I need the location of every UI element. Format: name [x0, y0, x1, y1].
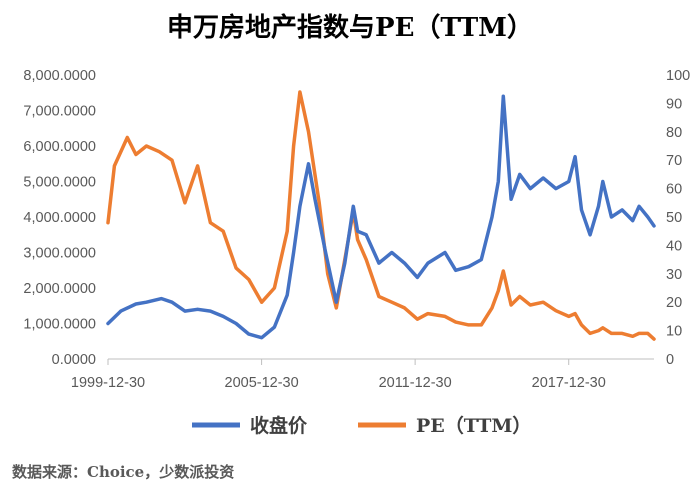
y-right-tick-label: 70 — [666, 153, 682, 169]
x-tick-label: 1999-12-30 — [71, 375, 145, 391]
y-left-tick-label: 6,000.0000 — [23, 139, 96, 155]
legend: 收盘价 PE（TTM） — [192, 414, 531, 437]
y-left-tick-label: 1,000.0000 — [23, 317, 96, 333]
plot-area — [106, 90, 656, 341]
chart-title: 申万房地产指数与PE（TTM） — [167, 13, 533, 43]
y-left-tick-label: 0.0000 — [52, 352, 96, 368]
y-left-tick-label: 3,000.0000 — [23, 246, 96, 262]
y-right-tick-label: 90 — [666, 96, 682, 112]
data-source: 数据来源：Choice，少数派投资 — [12, 463, 234, 481]
y-left-tick-label: 4,000.0000 — [23, 210, 96, 226]
y-right-tick-label: 10 — [666, 324, 682, 340]
x-tick-label: 2011-12-30 — [379, 375, 452, 391]
y-right-tick-label: 50 — [666, 210, 682, 226]
x-tick-label: 2005-12-30 — [225, 375, 299, 391]
series-line-close-price — [106, 94, 656, 340]
legend-label: PE（TTM） — [416, 414, 531, 437]
y-right-tick-label: 60 — [666, 182, 682, 198]
x-tick-label: 2017-12-30 — [532, 375, 606, 391]
y-right-tick-label: 30 — [666, 267, 682, 283]
y-right-tick-label: 100 — [666, 68, 690, 84]
y-right-tick-label: 80 — [666, 125, 682, 141]
axes: 0.0000 1,000.0000 2,000.0000 3,000.0000 4,00… — [23, 68, 690, 391]
series-line-pe-ttm — [106, 90, 656, 341]
legend-label: 收盘价 — [250, 414, 308, 437]
y-left-tick-label: 2,000.0000 — [23, 281, 96, 297]
y-left-tick-label: 7,000.0000 — [23, 104, 96, 120]
y-right-tick-label: 0 — [666, 352, 674, 368]
y-right-tick-label: 40 — [666, 238, 682, 254]
y-right-tick-label: 20 — [666, 295, 682, 311]
y-left-tick-label: 5,000.0000 — [23, 175, 96, 191]
y-left-tick-label: 8,000.0000 — [23, 68, 96, 84]
